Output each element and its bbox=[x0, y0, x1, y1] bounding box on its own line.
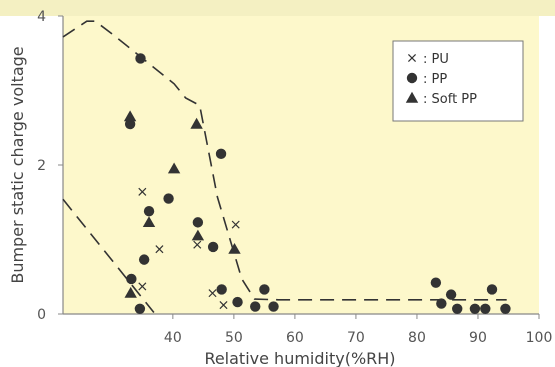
pp-point bbox=[207, 241, 219, 253]
pp-point bbox=[500, 303, 511, 314]
pp-point bbox=[259, 284, 270, 295]
pp-point bbox=[486, 284, 498, 295]
pu-point bbox=[219, 301, 228, 310]
pp-point bbox=[124, 118, 136, 130]
data-points bbox=[123, 53, 511, 314]
x-tick-label: 40 bbox=[164, 330, 182, 346]
tick-marks: 40 50 60 70 80 90 100 0 2 4 bbox=[37, 9, 552, 346]
pu-point bbox=[138, 187, 147, 196]
legend-label-pp: : PP bbox=[423, 72, 447, 87]
pp-point bbox=[135, 53, 146, 64]
pp-point bbox=[480, 303, 491, 314]
soft-pp-point bbox=[190, 117, 203, 129]
pp-point bbox=[469, 303, 481, 314]
pu-point bbox=[138, 282, 147, 291]
pp-point bbox=[143, 205, 155, 217]
pp-point bbox=[138, 254, 150, 265]
soft-pp-point bbox=[228, 243, 241, 254]
pp-point bbox=[192, 217, 204, 228]
soft-pp-point bbox=[191, 229, 205, 241]
pu-point bbox=[231, 220, 240, 229]
y-axis-title: Bumper static charge voltage bbox=[8, 46, 27, 283]
legend-marker-pp bbox=[406, 72, 418, 84]
x-tick-label: 60 bbox=[286, 330, 304, 346]
pp-point bbox=[134, 303, 146, 314]
soft-pp-point bbox=[124, 286, 137, 298]
x-axis-title: Relative humidity(%RH) bbox=[204, 349, 395, 367]
pp-point bbox=[215, 148, 227, 160]
legend-label-soft-pp: : Soft PP bbox=[423, 92, 477, 107]
x-tick-label: 100 bbox=[526, 330, 553, 346]
x-tick-label: 90 bbox=[469, 330, 487, 346]
x-tick-label: 50 bbox=[225, 330, 243, 346]
pp-point bbox=[232, 296, 243, 308]
soft-pp-point bbox=[123, 110, 137, 122]
pu-point bbox=[155, 245, 164, 254]
x-tick-label: 70 bbox=[347, 330, 365, 346]
y-tick-label: 4 bbox=[37, 9, 46, 25]
envelope-curve-1 bbox=[62, 20, 507, 301]
soft-pp-point bbox=[142, 216, 156, 227]
legend-marker-pu bbox=[407, 53, 417, 63]
envelope-curves bbox=[62, 20, 507, 314]
y-tick-label: 0 bbox=[37, 307, 46, 323]
legend: : PU : PP : Soft PP bbox=[392, 40, 524, 122]
y-tick-label: 2 bbox=[37, 158, 46, 174]
x-tick-label: 80 bbox=[408, 330, 426, 346]
pu-point bbox=[193, 240, 202, 249]
top-band bbox=[0, 0, 555, 16]
pp-point bbox=[250, 301, 261, 312]
pu-point bbox=[208, 289, 217, 298]
pp-point bbox=[430, 277, 442, 288]
pp-point bbox=[216, 284, 227, 295]
pp-point bbox=[452, 303, 463, 314]
pp-point bbox=[126, 273, 137, 285]
pp-point bbox=[436, 298, 447, 309]
pp-point bbox=[163, 193, 174, 204]
pp-point bbox=[268, 301, 279, 312]
legend-label-pu: : PU bbox=[423, 52, 449, 67]
pp-point bbox=[445, 289, 457, 300]
soft-pp-point bbox=[167, 162, 181, 174]
envelope-curve-2 bbox=[62, 198, 155, 314]
legend-marker-soft-pp bbox=[405, 91, 419, 103]
